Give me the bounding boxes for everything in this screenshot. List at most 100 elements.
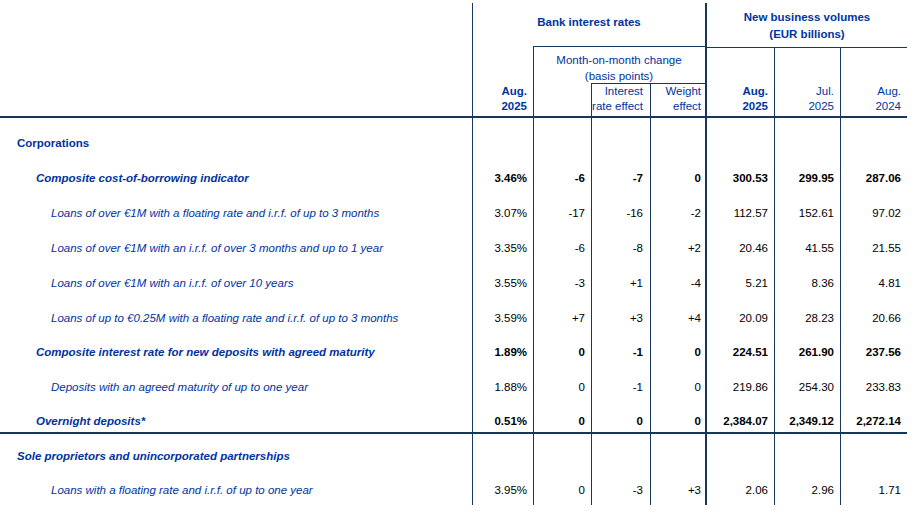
table-row-composite-deposits: Composite interest rate for new deposits… <box>0 341 924 363</box>
volume-aug-2025-value: 300.53 <box>707 167 768 189</box>
row-label: Deposits with an agreed maturity of up t… <box>51 376 308 398</box>
weight-effect-value: 0 <box>650 410 701 432</box>
interest-rate-effect-value: 0 <box>591 410 643 432</box>
table-row-loans-up-to-025m: Loans of up to €0.25M with a floating ra… <box>0 307 924 329</box>
weight-effect-value: 0 <box>650 167 701 189</box>
table-row-loans-over-1m-floating: Loans of over €1M with a floating rate a… <box>0 202 924 224</box>
table-row-loans-over-1m-10y: Loans of over €1M with an i.r.f. of over… <box>0 272 924 294</box>
weight-effect-value: 0 <box>650 376 701 398</box>
mom-change-value: 0 <box>533 410 585 432</box>
row-label: Loans of up to €0.25M with a floating ra… <box>51 307 398 329</box>
volume-jul-2025-value: 152.61 <box>774 202 834 224</box>
rate-value: 3.59% <box>473 307 527 329</box>
rate-value: 3.55% <box>473 272 527 294</box>
col-header-vol-jul-2025: Jul. 2025 <box>774 84 834 114</box>
volume-aug-2024-value: 20.66 <box>840 307 901 329</box>
rate-value: 0.51% <box>473 410 527 432</box>
volume-jul-2025-value: 254.30 <box>774 376 834 398</box>
interest-rate-effect-value: +1 <box>591 272 643 294</box>
mom-change-line1: Month-on-month change <box>533 52 705 68</box>
row-label: Composite interest rate for new deposits… <box>36 341 375 363</box>
volume-aug-2025-value: 2.06 <box>707 479 768 501</box>
interest-rate-effect-value: -1 <box>591 376 643 398</box>
table-row-corporations: Corporations <box>0 132 924 154</box>
interest-rate-effect-value: +3 <box>591 307 643 329</box>
volume-aug-2025-value: 20.46 <box>707 237 768 259</box>
row-label: Loans of over €1M with a floating rate a… <box>51 202 379 224</box>
volume-aug-2024-value: 21.55 <box>840 237 901 259</box>
col-header-rate-aug-2025: Aug. 2025 <box>473 84 527 114</box>
row-label: Overnight deposits* <box>36 410 145 432</box>
interest-rate-effect-value: -7 <box>591 167 643 189</box>
rate-value: 3.46% <box>473 167 527 189</box>
volume-jul-2025-value: 41.55 <box>774 237 834 259</box>
new-business-volumes-line1: New business volumes <box>707 9 907 26</box>
hline-volumes-underline <box>707 47 907 48</box>
volume-aug-2024-value: 4.81 <box>840 272 901 294</box>
volume-aug-2025-value: 224.51 <box>707 341 768 363</box>
table-row-loans-floating-1y: Loans with a floating rate and i.r.f. of… <box>0 479 924 501</box>
rates-table: Bank interest rates New business volumes… <box>0 0 924 519</box>
mom-change-value: 0 <box>533 376 585 398</box>
volume-jul-2025-value: 28.23 <box>774 307 834 329</box>
rate-value: 3.95% <box>473 479 527 501</box>
volume-aug-2024-value: 237.56 <box>840 341 901 363</box>
volume-jul-2025-value: 261.90 <box>774 341 834 363</box>
rate-value: 3.35% <box>473 237 527 259</box>
weight-effect-value: +2 <box>650 237 701 259</box>
volume-aug-2025-value: 219.86 <box>707 376 768 398</box>
interest-rate-effect-value: -1 <box>591 341 643 363</box>
volume-jul-2025-value: 2,349.12 <box>774 410 834 432</box>
row-label: Composite cost-of-borrowing indicator <box>36 167 249 189</box>
weight-effect-value: +4 <box>650 307 701 329</box>
new-business-volumes-title: New business volumes (EUR billions) <box>707 9 907 43</box>
volume-aug-2025-value: 2,384.07 <box>707 410 768 432</box>
rate-value: 3.07% <box>473 202 527 224</box>
rate-value: 1.89% <box>473 341 527 363</box>
hline-header-bottom <box>0 116 907 118</box>
mom-change-value: 0 <box>533 341 585 363</box>
table-row-sole-proprietors: Sole proprietors and unincorporated part… <box>0 445 924 467</box>
table-row-composite-cost-of-borrowing: Composite cost-of-borrowing indicator 3.… <box>0 167 924 189</box>
row-label: Loans of over €1M with an i.r.f. of over… <box>51 272 293 294</box>
table-row-loans-over-1m-3m-1y: Loans of over €1M with an i.r.f. of over… <box>0 237 924 259</box>
volume-aug-2024-value: 1.71 <box>840 479 901 501</box>
col-header-vol-aug-2024: Aug. 2024 <box>840 84 901 114</box>
volume-aug-2025-value: 112.57 <box>707 202 768 224</box>
col-header-weight-effect: Weight effect <box>650 84 701 114</box>
interest-rate-effect-value: -16 <box>591 202 643 224</box>
rate-value: 1.88% <box>473 376 527 398</box>
volume-jul-2025-value: 299.95 <box>774 167 834 189</box>
mom-change-title: Month-on-month change (basis points) <box>533 52 705 84</box>
row-label: Loans with a floating rate and i.r.f. of… <box>51 479 313 501</box>
bank-interest-rates-title: Bank interest rates <box>473 16 705 28</box>
volume-aug-2025-value: 5.21 <box>707 272 768 294</box>
new-business-volumes-line2: (EUR billions) <box>707 26 907 43</box>
mom-change-value: -3 <box>533 272 585 294</box>
interest-rate-effect-value: -3 <box>591 479 643 501</box>
mom-change-value: 0 <box>533 479 585 501</box>
mom-change-value: -17 <box>533 202 585 224</box>
row-label: Loans of over €1M with an i.r.f. of over… <box>51 237 383 259</box>
weight-effect-value: 0 <box>650 341 701 363</box>
volume-aug-2024-value: 97.02 <box>840 202 901 224</box>
mom-change-value: -6 <box>533 237 585 259</box>
weight-effect-value: -2 <box>650 202 701 224</box>
volume-aug-2024-value: 287.06 <box>840 167 901 189</box>
interest-rate-effect-value: -8 <box>591 237 643 259</box>
row-label: Sole proprietors and unincorporated part… <box>17 445 290 467</box>
col-header-interest-rate-effect: Interest rate effect <box>591 84 643 114</box>
volume-jul-2025-value: 2.96 <box>774 479 834 501</box>
mom-change-value: -6 <box>533 167 585 189</box>
table-row-overnight-deposits: Overnight deposits* 0.51% 0 0 0 2,384.07… <box>0 410 924 432</box>
row-label: Corporations <box>17 132 89 154</box>
weight-effect-value: +3 <box>650 479 701 501</box>
volume-aug-2025-value: 20.09 <box>707 307 768 329</box>
col-header-vol-aug-2025: Aug. 2025 <box>707 84 768 114</box>
weight-effect-value: -4 <box>650 272 701 294</box>
volume-jul-2025-value: 8.36 <box>774 272 834 294</box>
hline-bank-rates-underline <box>533 46 705 47</box>
mom-change-value: +7 <box>533 307 585 329</box>
mom-change-line2: (basis points) <box>533 68 705 84</box>
volume-aug-2024-value: 2,272.14 <box>840 410 901 432</box>
